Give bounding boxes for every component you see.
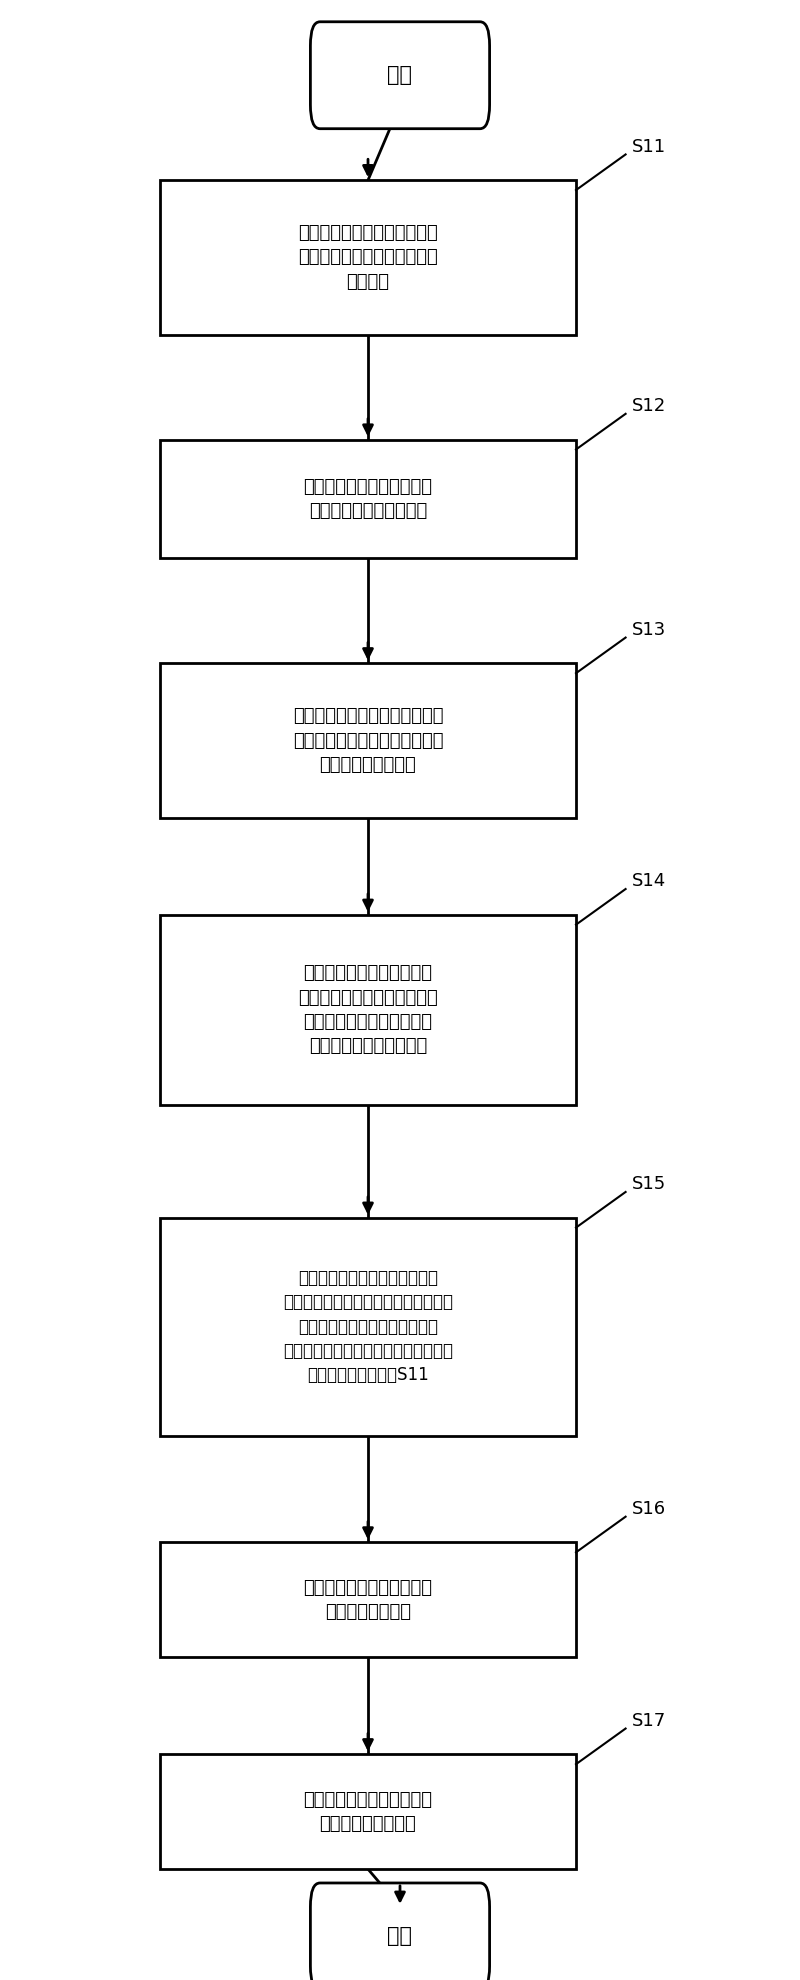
Text: 开始: 开始 (387, 65, 413, 85)
Text: 根据跑道外来物体的位置数
据、运动状态和物理属性分析
估计物体是否对滑跑飞机有
威胁，计算严重程度等级: 根据跑道外来物体的位置数 据、运动状态和物理属性分析 估计物体是否对滑跑飞机有 … (298, 964, 438, 1055)
FancyBboxPatch shape (310, 22, 490, 129)
Text: 接受到告警信息后，机场跑
道工作站清除物体: 接受到告警信息后，机场跑 道工作站清除物体 (303, 1578, 433, 1622)
Text: 利用探测装置实时探测并获得
跑道外来物体的位置数和光学
特征数据: 利用探测装置实时探测并获得 跑道外来物体的位置数和光学 特征数据 (298, 224, 438, 291)
Text: S15: S15 (632, 1174, 666, 1194)
FancyBboxPatch shape (160, 180, 576, 335)
Text: S16: S16 (632, 1499, 666, 1519)
FancyBboxPatch shape (160, 663, 576, 818)
Text: S17: S17 (632, 1711, 666, 1731)
FancyBboxPatch shape (160, 440, 576, 558)
Text: 结束: 结束 (387, 1927, 413, 1946)
FancyBboxPatch shape (160, 1754, 576, 1869)
Text: 如果物体未来对飞机的威胁等级
大于或等于预设的阈值时，向机场跑道
工作站发送告警信息；如果物体
未来对飞机的威胁等级小于所述预设的
阈值时，则返回步骤S11: 如果物体未来对飞机的威胁等级 大于或等于预设的阈值时，向机场跑道 工作站发送告警… (283, 1269, 453, 1384)
Text: 记录并存储跑道外来物体的
位置数据和光学特征数据: 记录并存储跑道外来物体的 位置数据和光学特征数据 (303, 477, 433, 521)
Text: S12: S12 (632, 396, 666, 416)
Text: S11: S11 (632, 137, 666, 156)
Text: 根据跑道外来物体的位置数据和
光学特征数据，分析跑道异物的
运动状态和物理属性: 根据跑道外来物体的位置数据和 光学特征数据，分析跑道异物的 运动状态和物理属性 (293, 707, 443, 774)
FancyBboxPatch shape (160, 1542, 576, 1657)
FancyBboxPatch shape (310, 1883, 490, 1980)
FancyBboxPatch shape (160, 1218, 576, 1436)
Text: S13: S13 (632, 620, 666, 640)
Text: S14: S14 (632, 871, 666, 891)
Text: 记录并存储跑道外来物体的
物理属性和清除结果: 记录并存储跑道外来物体的 物理属性和清除结果 (303, 1790, 433, 1833)
FancyBboxPatch shape (160, 915, 576, 1105)
